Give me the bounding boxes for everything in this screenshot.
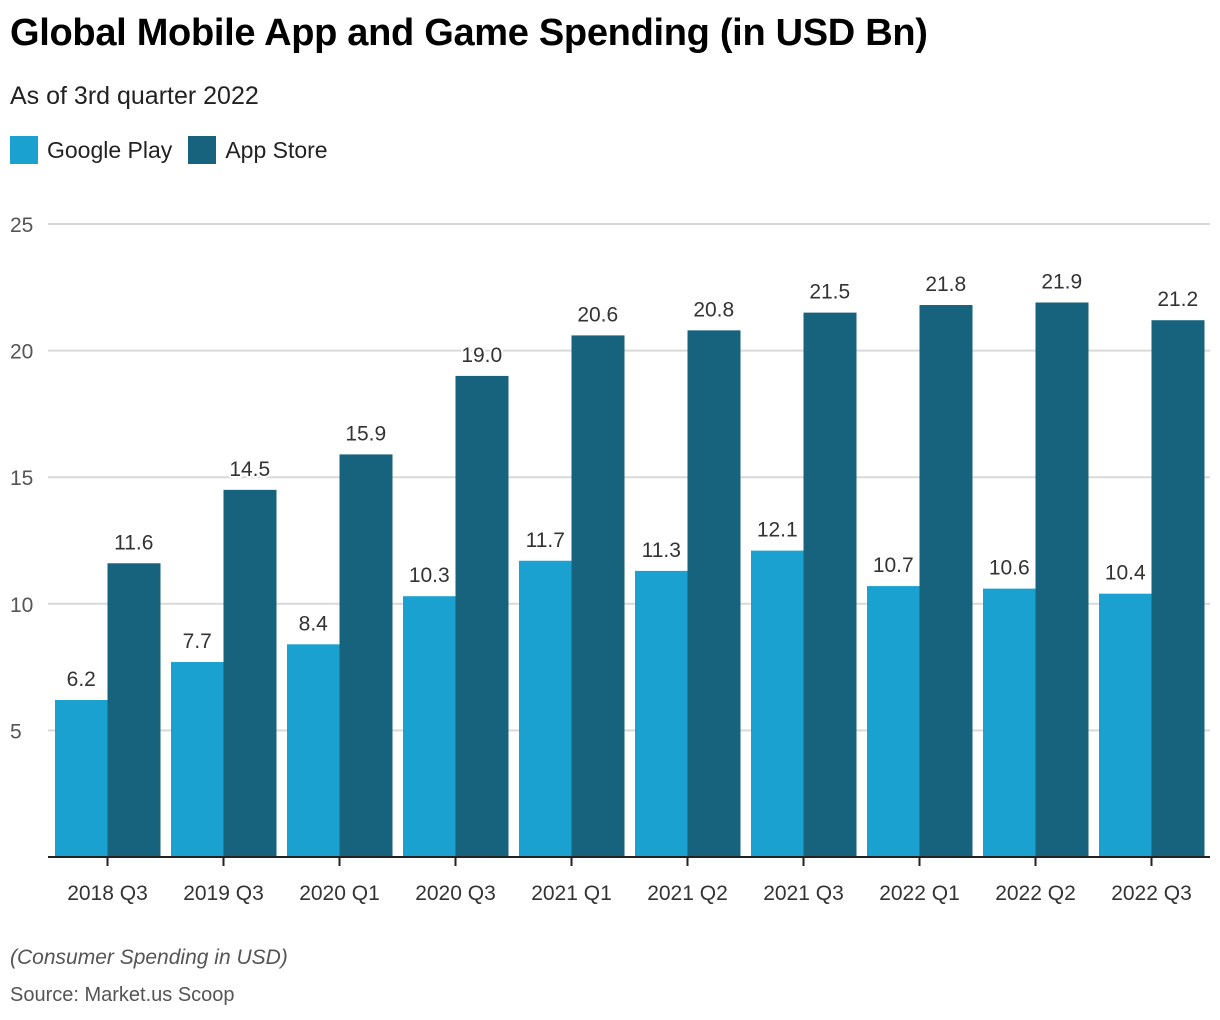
data-label-app-store: 21.2 [1157,288,1198,311]
bar-google-play [287,644,340,857]
bar-app-store [1151,320,1205,857]
bar-google-play [635,570,688,857]
legend-label-app-store: App Store [225,136,328,163]
y-tick-label: 15 [10,467,33,490]
chart-subtitle: As of 3rd quarter 2022 [10,82,259,110]
data-label-google-play: 10.4 [1105,562,1146,585]
y-tick-label: 10 [10,594,33,617]
data-label-google-play: 7.7 [183,630,212,653]
x-tick-label: 2018 Q3 [67,882,148,905]
bar-app-store [223,489,277,857]
y-axis: 5 10 15 20 25 [10,214,33,743]
data-label-google-play: 11.7 [526,529,565,552]
legend: Google Play App Store [10,136,344,164]
data-labels: 6.2 11.6 7.7 14.5 8.4 15.9 10.3 19.0 11.7 20.6 11.… [65,268,1201,693]
x-tick-label: 2022 Q1 [879,882,960,905]
bar-google-play [171,662,224,857]
x-tick-label: 2020 Q3 [415,882,496,905]
bar-app-store [687,330,741,857]
x-tick-label: 2021 Q1 [531,882,612,905]
y-tick-label: 20 [10,341,33,364]
bar-app-store [339,454,393,857]
data-label-app-store: 11.6 [114,531,153,554]
x-tick-label: 2021 Q3 [763,882,844,905]
data-label-app-store: 21.8 [925,273,966,296]
bar-app-store [455,375,509,857]
bar-google-play [983,588,1036,857]
legend-item-app-store[interactable]: App Store [188,136,328,164]
bar-google-play [751,550,804,857]
data-label-google-play: 10.7 [873,554,914,577]
x-tick-label: 2020 Q1 [299,882,380,905]
legend-item-google-play[interactable]: Google Play [10,136,172,164]
data-label-google-play: 12.1 [757,519,798,542]
x-tick-label: 2022 Q3 [1111,882,1192,905]
legend-label-google-play: Google Play [47,136,173,163]
legend-swatch-app-store [188,136,217,164]
data-label-google-play: 10.6 [989,557,1030,580]
chart-title: Global Mobile App and Game Spending (in … [10,12,928,54]
bar-app-store [107,563,161,857]
bar-google-play [1099,593,1152,857]
y-tick-label: 25 [10,214,33,237]
chart-source: Source: Market.us Scoop [10,984,235,1006]
bar-app-store [919,305,973,857]
bar-google-play [403,596,456,857]
legend-swatch-google-play [10,136,38,164]
bar-app-store [1035,302,1089,857]
bar-google-play [55,700,108,857]
data-label-app-store: 20.8 [693,298,734,321]
data-label-app-store: 20.6 [577,303,618,326]
data-label-app-store: 19.0 [461,344,502,367]
x-axis: 2018 Q3 2019 Q3 2020 Q1 2020 Q3 2021 Q1 2021 … [48,856,1210,905]
chart-note: (Consumer Spending in USD) [10,946,288,969]
y-tick-label: 5 [10,720,22,743]
bar-google-play [519,560,572,857]
data-label-app-store: 14.5 [229,458,270,481]
bars [55,302,1205,858]
x-tick-label: 2019 Q3 [183,882,264,905]
bar-app-store [571,335,625,858]
x-tick-label: 2021 Q2 [647,882,728,905]
data-label-google-play: 6.2 [67,668,96,691]
x-tick-label: 2022 Q2 [995,882,1076,905]
data-label-app-store: 21.9 [1041,270,1082,293]
data-label-google-play: 11.3 [642,539,681,562]
bar-app-store [803,312,857,857]
data-label-google-play: 10.3 [409,564,450,587]
data-label-app-store: 15.9 [345,422,386,445]
bar-google-play [867,586,920,857]
data-label-app-store: 21.5 [809,281,850,304]
data-label-google-play: 8.4 [299,612,329,635]
